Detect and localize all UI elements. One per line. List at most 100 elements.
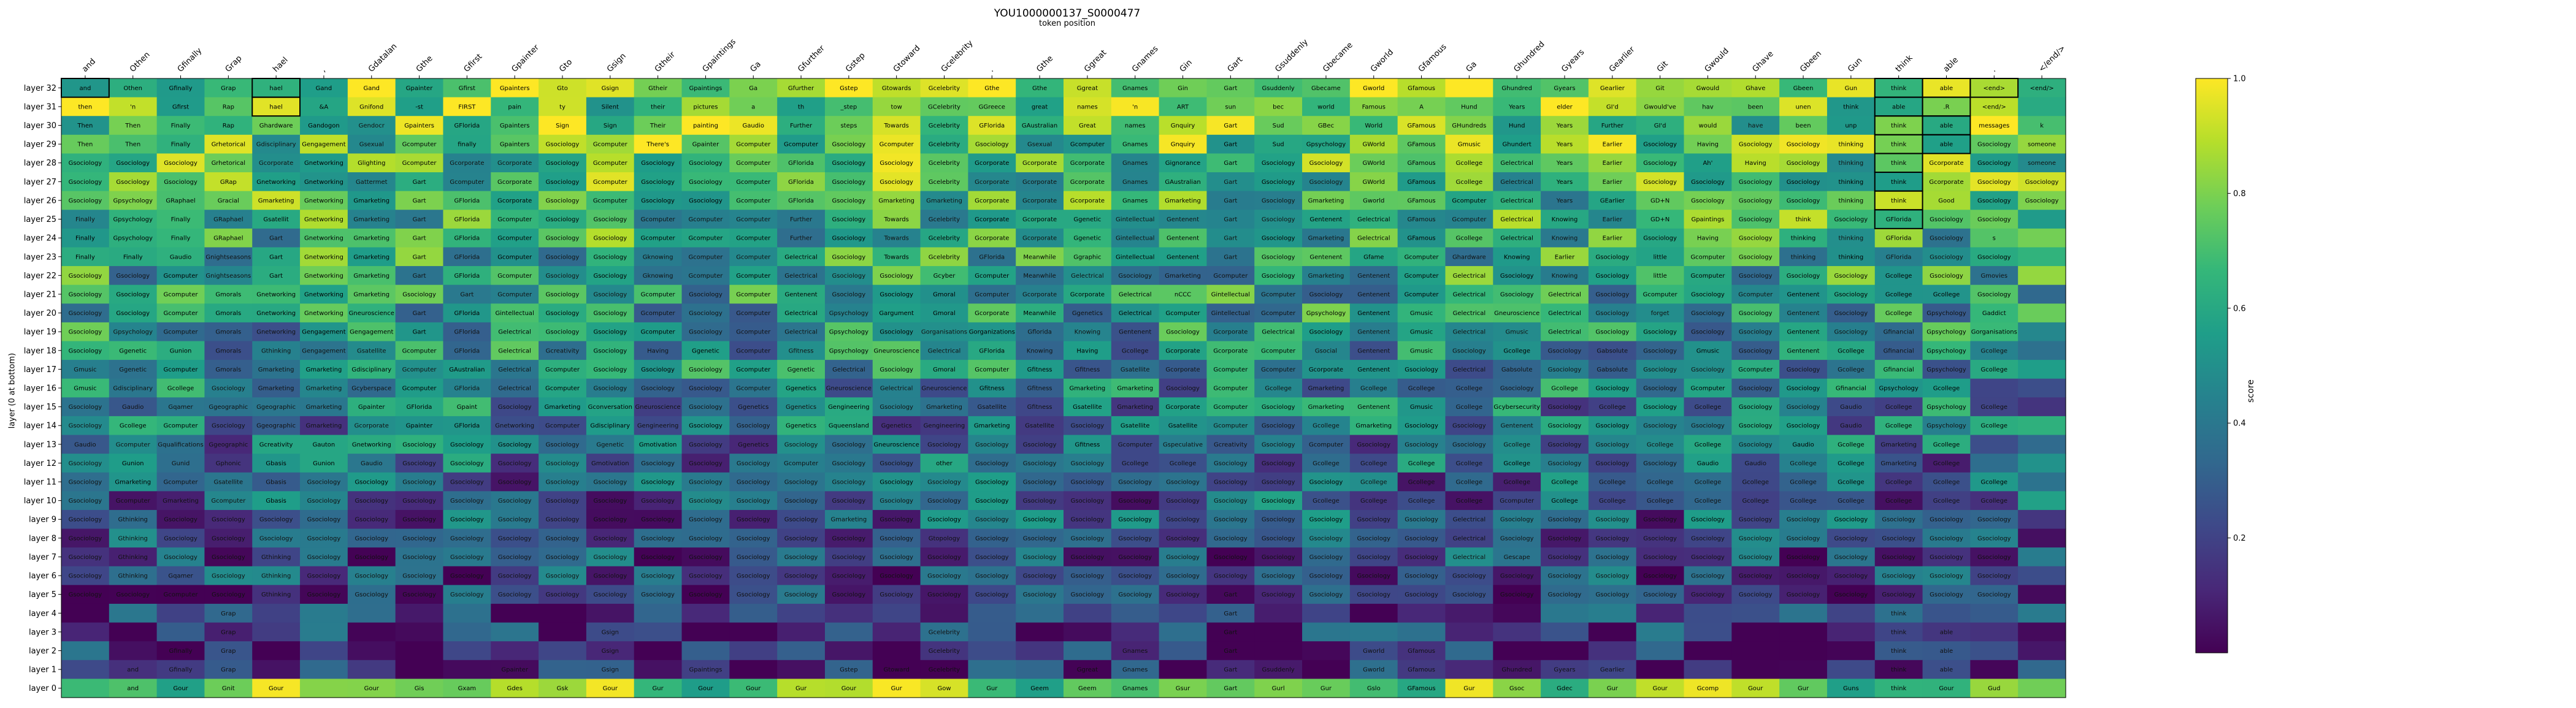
cell-label: thinking (1791, 254, 1816, 261)
cell-label: Gsociology (832, 254, 866, 261)
heatmap-cell (1111, 622, 1160, 642)
cell-label: Gsociology (498, 479, 532, 486)
heatmap-cell (586, 134, 635, 154)
cell-label: Gfame (1363, 254, 1384, 261)
heatmap-cell (1588, 134, 1637, 154)
cell-label: Gyears (1554, 85, 1575, 92)
cell-label: Gworld (1363, 197, 1384, 204)
heatmap-cell (681, 210, 730, 229)
cell-label: Gengagement (302, 348, 345, 354)
heatmap-cell (443, 284, 491, 304)
heatmap-cell (1827, 247, 1876, 267)
heatmap-cell (347, 247, 396, 267)
heatmap-cell (1493, 247, 1541, 267)
cell-label: Gcomputer (975, 291, 1010, 298)
cell-label: Gsociology (1787, 517, 1820, 523)
heatmap-cell (2018, 97, 2066, 116)
cell-label: Gcorporate (1309, 367, 1343, 373)
cell-label: Gsociology (784, 535, 818, 542)
cell-label: Gelectrical (1548, 291, 1581, 298)
cell-label: Gcreativity (259, 441, 293, 448)
cell-label: Gnames (1122, 160, 1148, 167)
cell-label: GFamous (1408, 142, 1436, 148)
heatmap-cell (252, 153, 301, 173)
cell-label: think (1891, 667, 1906, 674)
x-tick-label: Gearlier (1608, 45, 1637, 74)
cell-label: Gaudio (170, 254, 191, 261)
x-tick-label: , (319, 66, 328, 74)
cell-label: thinking (1839, 142, 1864, 148)
y-tick-label: layer 32 (24, 84, 56, 93)
cell-label: GFamous (1408, 197, 1436, 204)
heatmap-cell (920, 97, 968, 116)
cell-label: Gsociology (1739, 197, 1773, 204)
cell-label: Gsociology (1309, 573, 1343, 580)
cell-label: Knowing (1552, 273, 1578, 280)
heatmap-cell (1064, 603, 1112, 623)
heatmap-cell (2018, 210, 2066, 229)
cell-label: Gcomputer (1261, 348, 1296, 354)
cell-label: Gmoral (933, 310, 956, 317)
cell-label: Gcollege (1503, 441, 1530, 448)
heatmap-cell (729, 641, 778, 661)
cell-label: Gnames (1122, 197, 1148, 204)
cell-label: Gsociology (1405, 573, 1438, 580)
cell-label: Gnetworking (304, 197, 343, 204)
heatmap-cell (824, 641, 873, 661)
cell-label: Gpsychology (1926, 329, 1966, 336)
y-tick-label: layer 7 (29, 553, 56, 562)
cell-label: Gart (413, 273, 426, 280)
cell-label: Gelectrical (1453, 554, 1486, 561)
cell-label: Gcorporate (1022, 179, 1057, 186)
heatmap-cell (824, 266, 873, 286)
cell-label: Gsociology (1739, 554, 1773, 561)
colorbar (2195, 78, 2228, 653)
heatmap-cell (1445, 191, 1493, 210)
heatmap-cell (1731, 78, 1780, 98)
heatmap-cell (300, 228, 348, 248)
cell-label: Gcollege (1695, 479, 1722, 486)
cell-label: Git (1655, 85, 1665, 92)
heatmap-cell (968, 266, 1016, 286)
cell-label: Gcollege (1456, 479, 1483, 486)
cell-label: Gsociology (593, 535, 627, 542)
cell-label: Finally (75, 235, 95, 242)
heatmap-cell (1016, 660, 1064, 679)
cell-label: Gart (413, 179, 426, 186)
cell-label: Gsociology (1787, 197, 1820, 204)
heatmap-cell (1970, 153, 2018, 173)
cell-label: Gcomputer (736, 197, 771, 204)
cell-label: Gracial (218, 197, 239, 204)
cell-label: someone (2028, 160, 2056, 167)
cell-label: Further (790, 216, 813, 223)
heatmap-cell (1445, 660, 1493, 679)
cell-label: Gcollege (1170, 460, 1197, 467)
cell-label: Gsociology (1834, 592, 1868, 598)
x-axis-label: token position (1039, 19, 1095, 28)
cell-label: Gsociology (307, 517, 341, 523)
cell-label: Gxam (458, 685, 477, 692)
cell-label: Gsociology (641, 179, 675, 186)
cell-label: Gsociology (1071, 554, 1105, 561)
cell-label: Gmusic (1696, 348, 1719, 354)
heatmap-cell (395, 247, 444, 267)
cell-label: Gsociology (1452, 348, 1486, 354)
cell-label: GWorld (1363, 160, 1385, 167)
heatmap-cell (968, 622, 1016, 642)
cell-label: able (1892, 104, 1905, 110)
cell-label: Good (1938, 197, 1954, 204)
cell-label: Gcollege (1933, 291, 1960, 298)
heatmap-cell (729, 116, 778, 135)
cell-label: Gcollege (1456, 460, 1483, 467)
cell-label: GFlorida (454, 310, 480, 317)
heatmap-cell (1064, 266, 1112, 286)
cell-label: Gsociology (641, 554, 675, 561)
cell-label: Gmorals (215, 329, 241, 336)
cell-label: Gunion (122, 460, 144, 467)
cell-label: GFlorida (454, 386, 480, 392)
cell-label: Gcollege (1599, 404, 1626, 411)
x-tick-label: Gfurther (796, 44, 827, 74)
heatmap-cell (2018, 116, 2066, 135)
cell-label: Grap (221, 611, 236, 617)
heatmap-cell (2018, 603, 2066, 623)
